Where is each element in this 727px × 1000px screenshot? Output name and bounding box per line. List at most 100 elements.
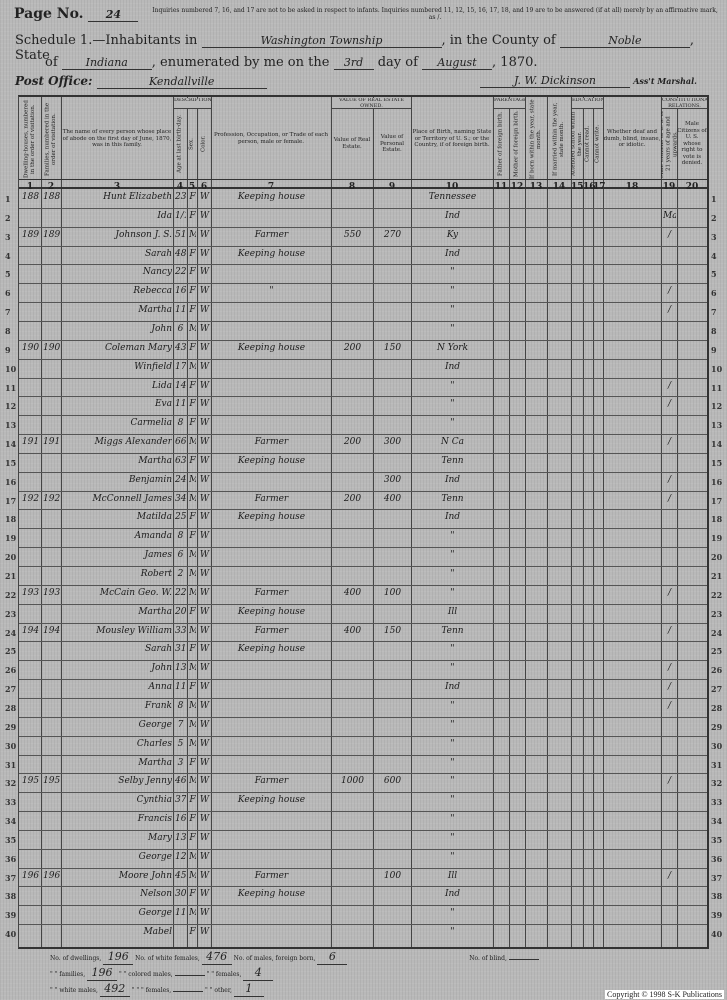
column-divider (197, 97, 198, 947)
copyright-notice: Copyright © 1998 S-K Publications (605, 990, 724, 999)
foreign-born-label: No. of males, foreign born, (233, 955, 316, 962)
cell-color: W (199, 832, 210, 843)
column-number-17: 17 (593, 182, 606, 192)
blind-label: No. of blind, (469, 955, 507, 962)
cell-dwelling: 188 (21, 192, 40, 202)
column-number-3: 3 (113, 182, 121, 192)
enumeration-line: of Indiana, enumerated by me on the 3rd … (45, 55, 538, 70)
column-header-1: Dwelling-houses, numbered in the order o… (23, 100, 36, 178)
row-divider (19, 660, 707, 662)
cell-birth: " (450, 286, 455, 297)
cell-family: 196 (43, 870, 60, 881)
post-office-line: Post Office: Kendallville (15, 74, 267, 89)
cell-occupation: Keeping house (237, 455, 306, 466)
foreign-born-count: 6 (317, 950, 348, 965)
cell-color: W (199, 550, 210, 561)
line-number-right: 29 (711, 721, 723, 732)
cell-sex: F (189, 682, 196, 693)
cell-name: Hunt Elizabeth (103, 192, 172, 202)
cell-birth: " (450, 399, 455, 410)
column-number-9: 9 (388, 182, 396, 192)
line-number-right: 22 (711, 589, 723, 600)
column-number-1: 1 (26, 182, 34, 192)
row-divider (19, 490, 707, 492)
line-number: 16 (5, 476, 17, 487)
row-divider (19, 735, 707, 737)
cell-sex: M (189, 871, 196, 881)
column-header-2: Families, numbered in the order of visit… (44, 102, 57, 176)
cell-name: George (138, 719, 172, 730)
cell-personal: 100 (383, 870, 402, 881)
cell-name: Moore John (118, 870, 172, 881)
cell-age: 51 (175, 229, 186, 240)
cell-name: Miggs Alexander (94, 437, 172, 448)
row-divider (19, 396, 707, 398)
cell-age: 66 (175, 437, 186, 448)
colored-females-count (173, 991, 204, 992)
county-label: , in the County of (441, 33, 556, 48)
cell-age: 6 (177, 323, 184, 334)
cell-name: Coleman Mary (104, 342, 172, 353)
cell-color: W (199, 757, 210, 768)
column-number-5: 5 (188, 182, 196, 192)
schedule-label: Schedule 1.—Inhabitants in (15, 33, 198, 48)
column-divider (603, 97, 604, 947)
cell-name: Robert (140, 569, 172, 579)
cell-color: W (199, 531, 210, 542)
cell-color: W (199, 248, 210, 259)
column-number-15: 15 (571, 182, 584, 192)
cell-real: 400 (343, 625, 362, 636)
column-header-14: If married within the year, state month. (552, 102, 565, 176)
cell-dwelling: 196 (21, 870, 40, 881)
row-divider (19, 528, 707, 530)
cell-color: W (199, 606, 210, 617)
column-divider (493, 97, 494, 947)
cell-occupation: Keeping house (237, 889, 306, 900)
cell-name: Lida (152, 380, 172, 391)
cell-name: Benjamin (128, 474, 172, 485)
line-number: 4 (5, 250, 11, 261)
line-number-right: 40 (711, 929, 723, 940)
line-number-right: 37 (711, 872, 723, 883)
row-divider (19, 245, 707, 247)
females-fb-label: " " females, (206, 971, 242, 978)
cell-family: 195 (43, 776, 60, 787)
cell-age: 24 (175, 474, 186, 485)
column-header-10: Place of Birth, naming State or Territor… (412, 129, 492, 149)
line-number-right: 28 (711, 702, 723, 713)
cell-birth: Tennessee (428, 192, 477, 202)
cell-birth: " (450, 700, 455, 711)
cell-age: 20 (175, 606, 186, 617)
cell-name: Winfield (134, 361, 172, 372)
cell-birth: Ind (444, 361, 461, 372)
cell-age: 48 (175, 248, 186, 259)
cell-occupation: Keeping house (237, 248, 306, 259)
line-number-right: 14 (711, 439, 723, 450)
column-header-17: Cannot write. (594, 124, 601, 164)
line-number: 35 (5, 834, 17, 845)
group-header-value-real-estate: Value of Real Estate owned. (332, 98, 411, 109)
line-number: 29 (5, 721, 17, 732)
cell-sex: F (189, 644, 196, 655)
cell-sex: M (189, 494, 196, 504)
column-header-11: Father of foreign birth. (497, 111, 504, 177)
line-number-right: 38 (711, 891, 723, 902)
cell-sex: F (189, 399, 196, 410)
cell-personal: 100 (383, 587, 402, 598)
column-number-13: 13 (529, 182, 543, 192)
cell-color: W (199, 286, 210, 297)
column-header-19: Male Citizens of U. S. of 21 years of ag… (661, 110, 677, 178)
column-number-18: 18 (625, 182, 639, 192)
cell-name: Martha (138, 606, 172, 617)
cell-dwelling: 192 (21, 493, 40, 504)
line-number: 27 (5, 684, 17, 695)
cell-birth: " (450, 267, 455, 278)
line-number-right: 24 (711, 627, 723, 638)
line-number-right: 8 (711, 325, 717, 336)
cell-name: Martha (138, 455, 172, 466)
line-number-right: 9 (711, 344, 717, 355)
line-number: 13 (5, 420, 17, 431)
cell-birth: Ind (444, 512, 461, 523)
cell-birth: Ind (444, 889, 461, 900)
cell-birth: " (450, 757, 455, 768)
